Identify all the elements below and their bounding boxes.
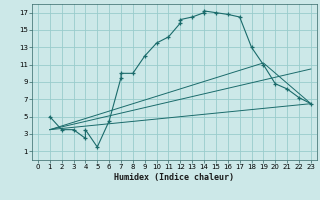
X-axis label: Humidex (Indice chaleur): Humidex (Indice chaleur) (115, 173, 234, 182)
